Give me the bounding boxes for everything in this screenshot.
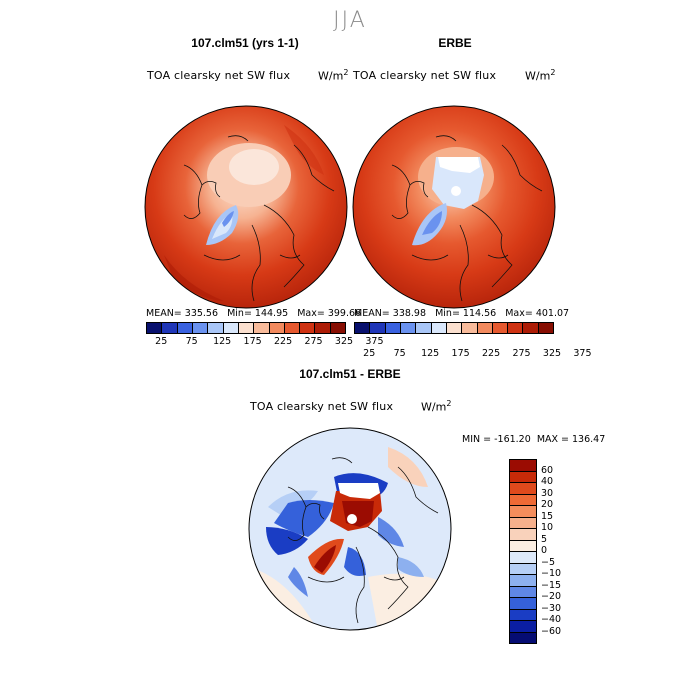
diff-colorbar-swatch xyxy=(510,575,536,587)
diff-panel-title: 107.clm51 - ERBE xyxy=(299,367,401,381)
panel-1-colorbar-ticks: 25 75 125 175 225 275 325 375 xyxy=(146,336,383,348)
figure-title: JJA xyxy=(333,8,367,33)
diff-colorbar-swatch xyxy=(510,621,536,633)
colorbar-tick-label: 375 xyxy=(365,336,384,347)
colorbar-swatch xyxy=(462,323,478,333)
panel-2-field-label: TOA clearsky net SW flux xyxy=(353,69,497,82)
diff-colorbar-label: −20 xyxy=(541,591,562,602)
colorbar-swatch xyxy=(492,323,509,333)
colorbar-tick-label: 125 xyxy=(421,348,440,359)
diff-colorbar-swatch xyxy=(510,529,536,541)
diff-colorbar-label: 40 xyxy=(541,476,554,487)
diff-colorbar-swatch xyxy=(510,460,536,472)
colorbar-tick-label: 275 xyxy=(304,336,323,347)
panel-1-polar-map xyxy=(144,105,348,309)
colorbar-tick-label: 25 xyxy=(363,348,376,359)
diff-colorbar-label: 60 xyxy=(541,464,554,476)
diff-colorbar-swatch xyxy=(510,586,536,598)
colorbar-swatch xyxy=(315,323,331,333)
diff-colorbar-swatch xyxy=(510,471,536,483)
diff-colorbar-swatch xyxy=(510,483,536,495)
diff-colorbar-label: 30 xyxy=(541,487,554,499)
diff-panel-units: W/m2 xyxy=(421,399,452,414)
colorbar-tick-label: 75 xyxy=(393,348,406,359)
diff-colorbar-label: −60 xyxy=(541,625,562,637)
panel-2-stats: MEAN= 338.98 Min= 114.56 Max= 401.07 xyxy=(354,308,570,319)
colorbar-swatch xyxy=(162,323,178,333)
diff-colorbar-label: −5 xyxy=(541,556,556,568)
colorbar-tick-label: 275 xyxy=(512,348,531,359)
colorbar-swatch xyxy=(177,323,193,333)
diff-colorbar-label: 10 xyxy=(541,522,554,533)
colorbar-swatch xyxy=(238,323,255,333)
diff-colorbar-label: 15 xyxy=(541,510,554,522)
diff-colorbar-swatch xyxy=(510,552,536,564)
colorbar-swatch xyxy=(192,323,209,333)
diff-colorbar-labels: 60 40 30 20 15 10 5 0 −5 −10 −15 −20 −30 −40 −60 xyxy=(541,459,581,637)
colorbar-tick-label: 125 xyxy=(213,336,232,347)
panel-2-title: ERBE xyxy=(438,36,472,50)
colorbar-swatch xyxy=(355,323,371,333)
diff-panel-field-label: TOA clearsky net SW flux xyxy=(250,400,394,413)
panel-1-colorbar xyxy=(146,322,346,334)
diff-panel-minmax: MIN = -161.20 MAX = 136.47 xyxy=(462,434,606,445)
colorbar-swatch xyxy=(416,323,432,333)
panel-1-title: 107.clm51 (yrs 1-1) xyxy=(191,36,299,50)
diff-colorbar-label: −10 xyxy=(541,568,562,579)
diff-colorbar-label: −30 xyxy=(541,602,562,614)
diff-colorbar-swatch xyxy=(510,563,536,575)
colorbar-tick-label: 325 xyxy=(334,336,354,347)
colorbar-swatch xyxy=(300,323,316,333)
colorbar-swatch xyxy=(431,323,447,333)
panel-2-colorbar xyxy=(354,322,554,334)
colorbar-swatch xyxy=(330,323,346,333)
diff-colorbar-label: 20 xyxy=(541,499,554,510)
colorbar-swatch xyxy=(400,323,417,333)
diff-colorbar-label: 5 xyxy=(541,533,548,545)
diff-colorbar-label: −40 xyxy=(541,614,562,625)
panel-2-colorbar-ticks: 25 75 125 175 225 275 325 375 xyxy=(354,348,591,360)
colorbar-tick-label: 225 xyxy=(273,336,293,347)
panel-2-units: W/m2 xyxy=(525,68,556,83)
colorbar-tick-label: 225 xyxy=(481,348,501,359)
colorbar-swatch xyxy=(508,323,524,333)
diff-colorbar-swatch xyxy=(510,506,536,518)
colorbar-swatch xyxy=(223,323,239,333)
panel-1-field-label: TOA clearsky net SW flux xyxy=(147,69,291,82)
panel-2-polar-map xyxy=(352,105,556,309)
diff-colorbar-label: −15 xyxy=(541,579,562,591)
diff-colorbar-label: 0 xyxy=(541,545,548,556)
colorbar-swatch xyxy=(147,323,163,333)
colorbar-swatch xyxy=(254,323,270,333)
colorbar-swatch xyxy=(385,323,401,333)
diff-colorbar-swatch xyxy=(510,517,536,529)
colorbar-swatch xyxy=(477,323,493,333)
colorbar-tick-label: 175 xyxy=(243,336,262,347)
panel-1-units: W/m2 xyxy=(318,68,349,83)
diff-colorbar-swatch xyxy=(510,598,536,610)
diff-colorbar-swatch xyxy=(510,632,536,643)
colorbar-swatch xyxy=(446,323,463,333)
colorbar-swatch xyxy=(523,323,539,333)
diff-colorbar-swatch xyxy=(510,494,536,506)
colorbar-tick-label: 175 xyxy=(451,348,470,359)
colorbar-swatch xyxy=(269,323,285,333)
diff-colorbar-swatch xyxy=(510,540,536,552)
colorbar-swatch xyxy=(538,323,554,333)
diff-colorbar xyxy=(509,459,537,644)
colorbar-tick-label: 375 xyxy=(573,348,592,359)
panel-1-stats: MEAN= 335.56 Min= 144.95 Max= 399.66 xyxy=(146,308,362,319)
colorbar-swatch xyxy=(370,323,386,333)
colorbar-tick-label: 75 xyxy=(185,336,198,347)
colorbar-swatch xyxy=(284,323,301,333)
diff-polar-map xyxy=(248,427,452,631)
colorbar-tick-label: 325 xyxy=(542,348,562,359)
colorbar-tick-label: 25 xyxy=(155,336,168,347)
diff-colorbar-swatch xyxy=(510,609,536,621)
colorbar-swatch xyxy=(208,323,224,333)
